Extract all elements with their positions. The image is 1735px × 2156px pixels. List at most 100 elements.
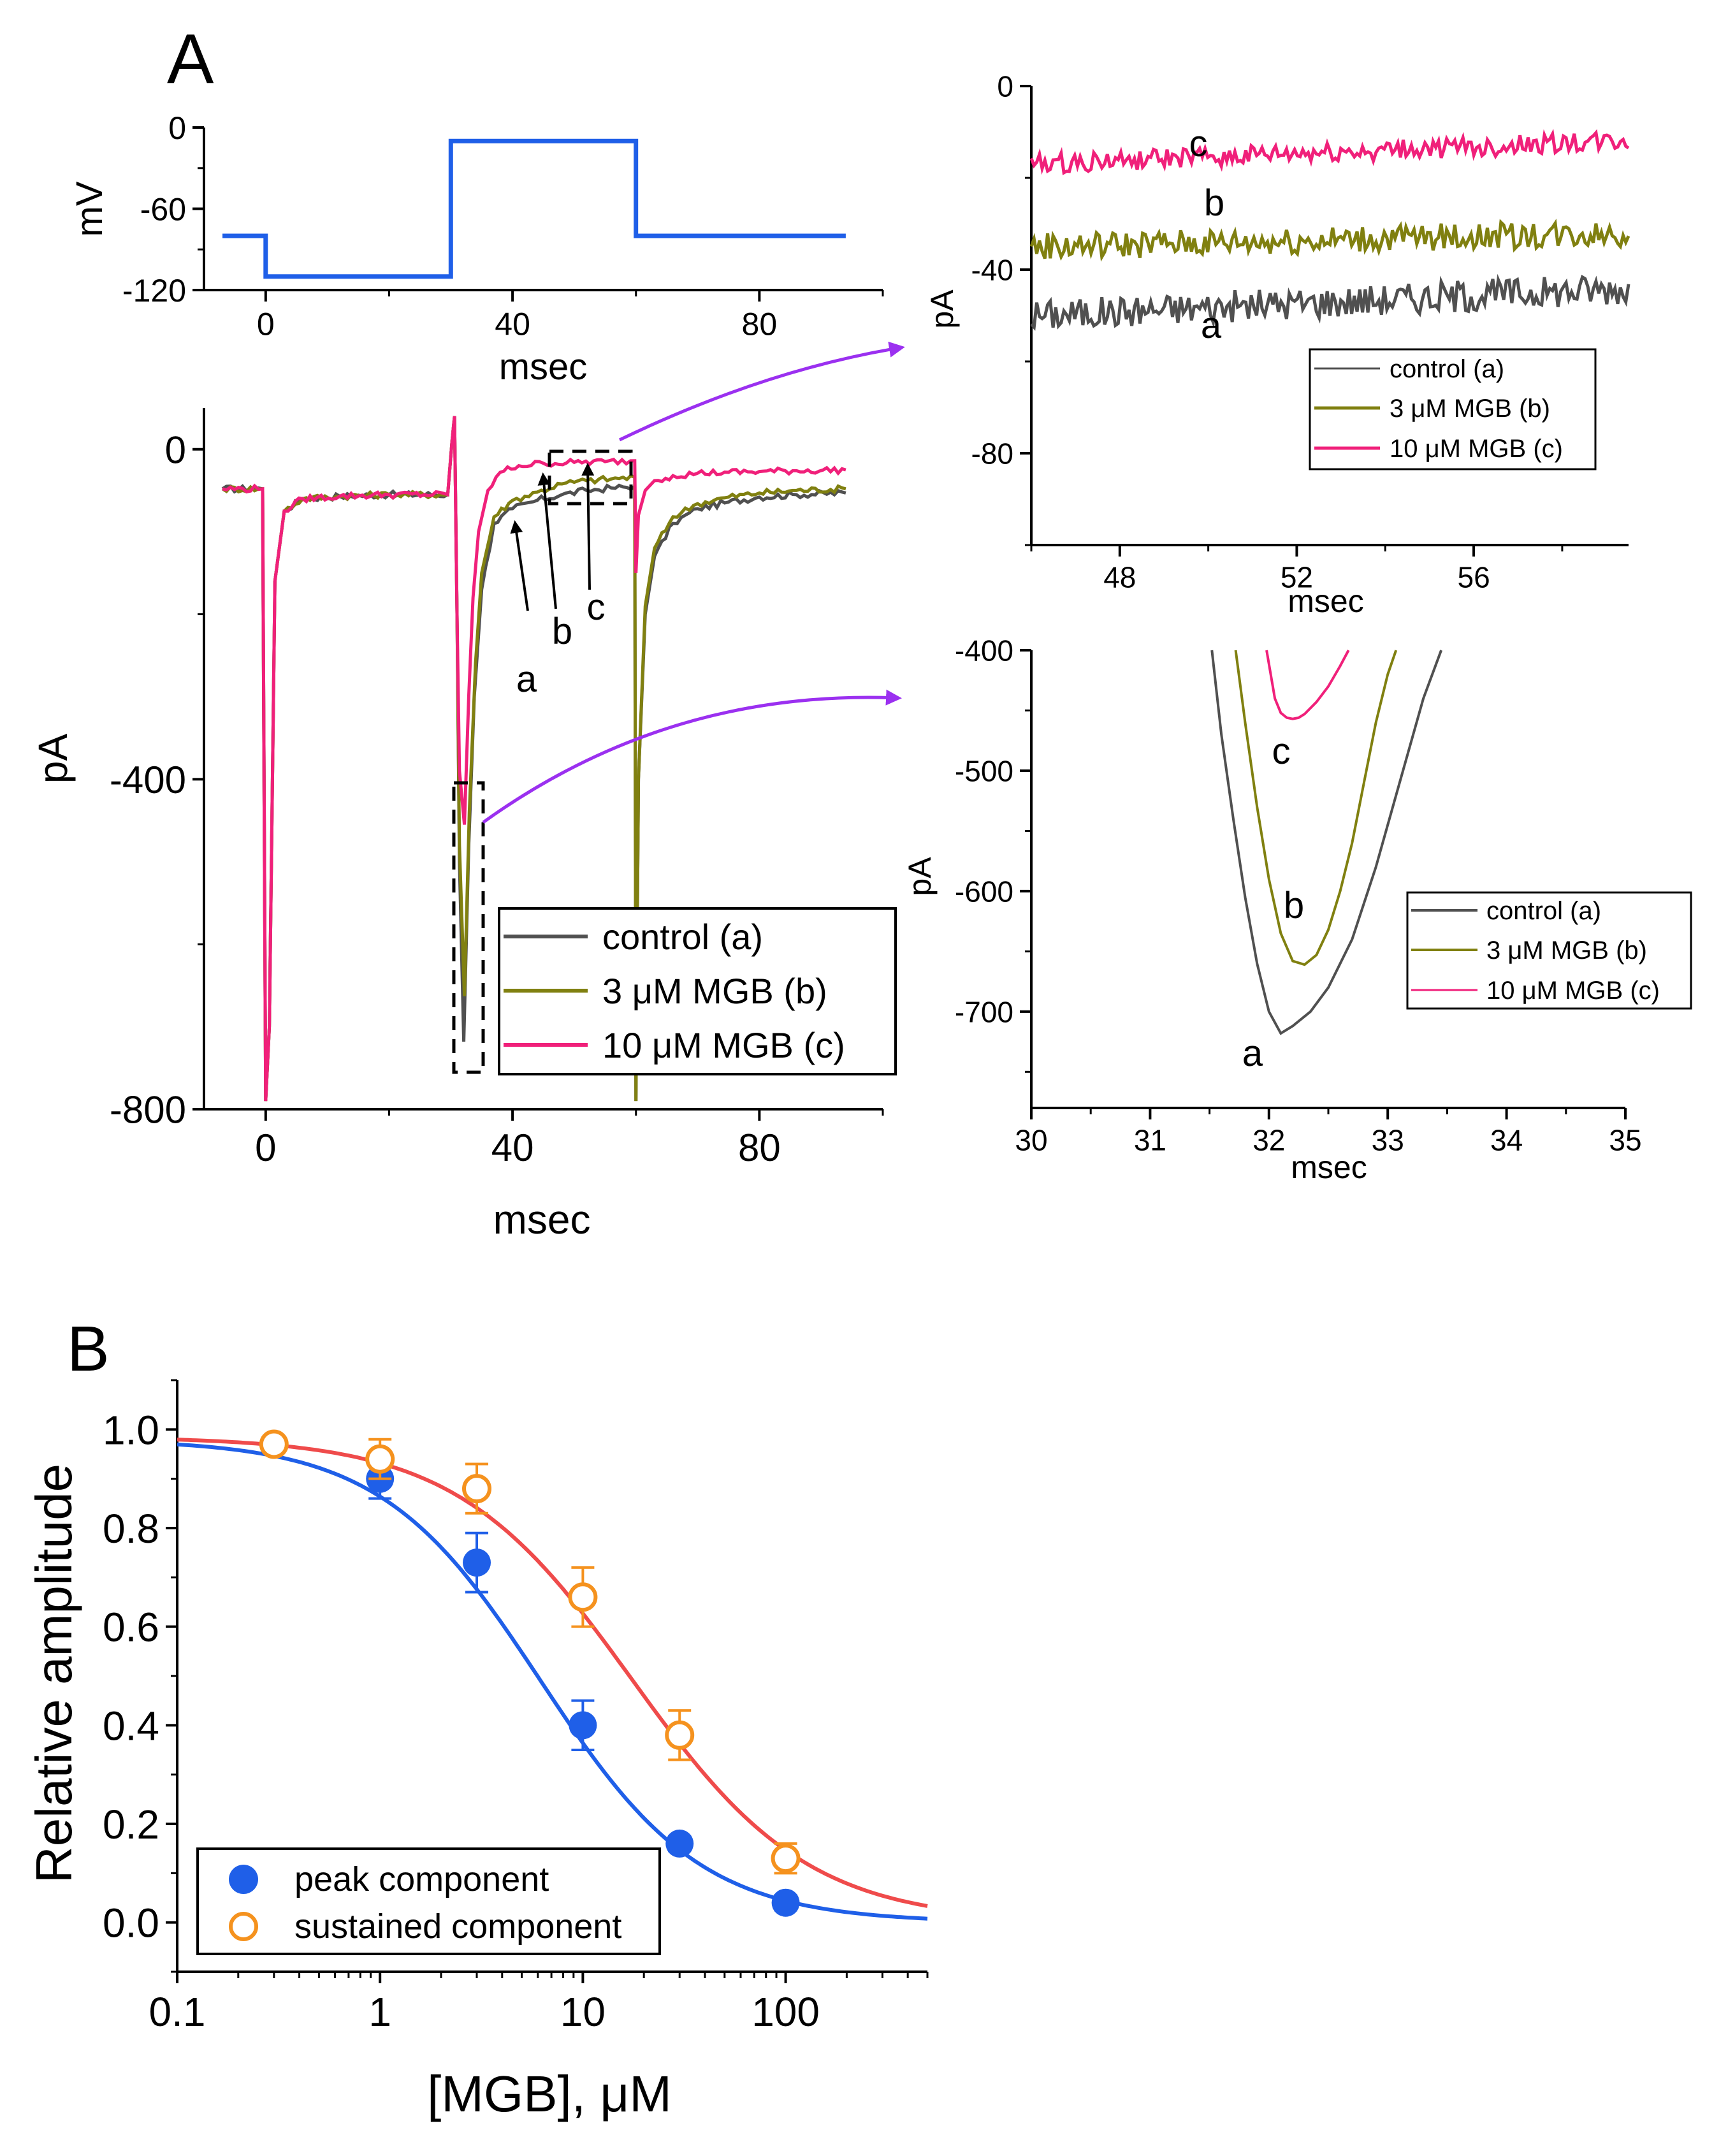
legend-box (196, 1847, 661, 1955)
fit-curve-peak (177, 1442, 928, 1921)
y-axis-label: pA (902, 857, 938, 896)
data-point-peak (569, 1711, 597, 1740)
x-axis-label: msec (499, 346, 588, 388)
annotation-label-a: a (1201, 305, 1222, 346)
legend: control (a) 3 μM MGB (b) 10 μM MGB (c) (1406, 891, 1692, 1010)
tick-group: 0 40 80 0 -400 -800 (110, 428, 884, 1169)
legend-label-3um-mgb: 3 μM MGB (b) (1486, 936, 1647, 965)
panel-label-a: A (167, 20, 214, 98)
zoom-arrow-to-peak-panel (482, 689, 902, 824)
x-tick-label: 35 (1609, 1123, 1641, 1156)
legend-label-sustained: sustained component (294, 1907, 621, 1946)
series-line-3um-mgb (1029, 219, 1630, 262)
annotation-arrow-c (581, 463, 595, 590)
legend-label-3um-mgb: 3 μM MGB (b) (602, 971, 827, 1011)
tick-group: 30 31 32 33 34 35 -400 -500 -600 -700 (955, 634, 1642, 1157)
annotation-label-a: a (1242, 1033, 1263, 1074)
x-tick-label: 30 (1015, 1123, 1047, 1156)
annotation-label-c: c (1272, 731, 1291, 772)
legend-label-10um-mgb: 10 μM MGB (c) (602, 1025, 845, 1065)
y-tick-label: 0.4 (103, 1703, 159, 1749)
x-tick-label: 34 (1490, 1123, 1523, 1156)
annotation-label-b: b (552, 611, 572, 652)
y-tick-label: -500 (955, 755, 1013, 788)
data-point-sustained (665, 1720, 695, 1750)
series-line-control (1030, 273, 1630, 331)
data-points (259, 1429, 801, 1917)
x-tick-label: 80 (742, 307, 778, 342)
x-tick-label: 52 (1281, 560, 1313, 594)
annotation-label-c: c (1189, 123, 1208, 164)
x-axis-label: msec (1288, 583, 1363, 619)
x-tick-label: 56 (1457, 560, 1490, 594)
annotation-label-b: b (1284, 885, 1304, 926)
series-line-control (1210, 650, 1442, 1035)
x-tick-label: 0 (255, 1126, 276, 1169)
annotation-arrow-b (537, 472, 557, 609)
annotation-label-a: a (516, 659, 537, 700)
y-axis-label: pA (924, 289, 960, 329)
y-tick-label: -60 (140, 192, 186, 228)
x-axis-label: [MGB], μM (427, 2065, 672, 2122)
panel-label-b: B (67, 1313, 110, 1385)
legend-label-control: control (a) (1486, 897, 1601, 925)
data-point-peak (771, 1888, 800, 1917)
legend-marker-sustained (229, 1912, 258, 1941)
fit-curve-sustained (177, 1438, 928, 1908)
series-line-10um-mgb (1029, 129, 1630, 175)
chart-late-component-zoom: 48 52 56 0 -40 -80 a b c control (a) 3 μM MGB… (924, 70, 1630, 619)
x-axis-label: msec (493, 1197, 591, 1242)
y-tick-label: -120 (122, 273, 186, 309)
annotation-label-c: c (587, 586, 606, 628)
y-tick-label: -80 (971, 437, 1013, 470)
data-point-sustained (365, 1444, 395, 1474)
y-tick-label: -700 (955, 995, 1013, 1028)
x-tick-label: 0.1 (149, 1989, 206, 2035)
x-tick-label: 100 (751, 1989, 820, 2035)
y-tick-label: -800 (110, 1089, 186, 1132)
x-tick-label: 80 (738, 1126, 781, 1169)
y-tick-label: 0 (165, 428, 186, 471)
y-tick-label: 0.6 (103, 1605, 159, 1650)
zoom-arrow-to-late-panel (618, 341, 905, 442)
legend-marker-peak (229, 1865, 258, 1894)
x-axis-label: msec (1291, 1149, 1367, 1185)
x-tick-label: 31 (1134, 1123, 1166, 1156)
series-line-3um-mgb (1234, 650, 1398, 966)
annotation-arrow-a (510, 520, 529, 611)
y-tick-label: 1.0 (103, 1407, 159, 1453)
y-tick-label: 0 (997, 70, 1013, 103)
data-point-peak (665, 1829, 694, 1858)
tick-group: 0.1 1 10 100 0.0 0.2 0.4 0.6 0.8 1.0 (103, 1379, 929, 2035)
data-point-sustained (771, 1844, 801, 1874)
legend-label-control: control (a) (1390, 355, 1504, 383)
legend-label-10um-mgb: 10 μM MGB (c) (1486, 977, 1660, 1005)
y-tick-label: -40 (971, 254, 1013, 287)
tick-group: 48 52 56 0 -40 -80 (971, 70, 1564, 594)
y-tick-label: 0.8 (103, 1506, 159, 1552)
x-tick-label: 0 (257, 307, 275, 342)
series-line-10um-mgb (1265, 650, 1350, 720)
data-point-sustained (568, 1582, 598, 1612)
x-tick-label: 1 (368, 1989, 391, 2035)
annotation-label-b: b (1204, 182, 1224, 224)
data-point-peak (463, 1548, 491, 1577)
y-tick-label: 0.2 (103, 1802, 159, 1847)
chart-current-traces: 0 40 80 0 -400 -800 a b c control (a) 3 μM MG… (30, 408, 897, 1242)
chart-concentration-response: 0.1 1 10 100 0.0 0.2 0.4 0.6 0.8 1.0 peak compone… (25, 1379, 929, 2122)
legend-label-3um-mgb: 3 μM MGB (b) (1390, 395, 1550, 423)
data-point-sustained (462, 1474, 492, 1504)
x-tick-label: 40 (495, 307, 530, 342)
x-tick-label: 33 (1372, 1123, 1404, 1156)
legend-label-control: control (a) (602, 917, 763, 957)
legend-label-10um-mgb: 10 μM MGB (c) (1390, 435, 1563, 463)
legend: control (a) 3 μM MGB (b) 10 μM MGB (c) (498, 907, 897, 1075)
zoom-box-peak (452, 781, 485, 1074)
chart-voltage-protocol: 0 40 80 0 -60 -120 msec mV (69, 110, 884, 388)
y-axis-label: mV (69, 181, 110, 237)
y-tick-label: -400 (110, 759, 186, 801)
y-tick-label: -400 (955, 634, 1013, 667)
y-tick-label: 0.0 (103, 1900, 159, 1946)
x-tick-label: 40 (491, 1126, 534, 1169)
